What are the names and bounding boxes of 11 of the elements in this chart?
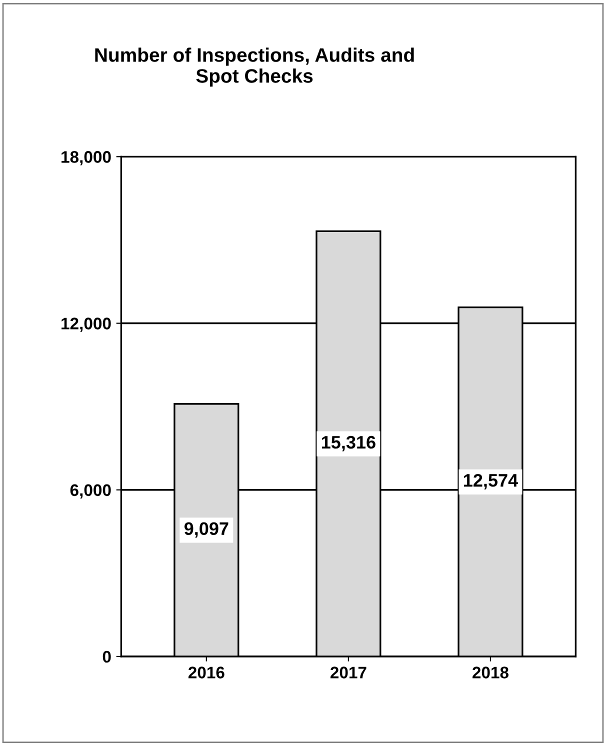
y-tick-label: 18,000 bbox=[62, 151, 111, 166]
x-tick-label: 2018 bbox=[472, 666, 509, 678]
chart-title: Number of Inspections, Audits and Spot Checks bbox=[95, 48, 414, 87]
data-label: 9,097 bbox=[184, 522, 228, 538]
data-label: 12,574 bbox=[464, 474, 518, 490]
data-label: 15,316 bbox=[322, 436, 376, 452]
y-tick-label: 0 bbox=[102, 650, 111, 663]
x-tick-label: 2016 bbox=[188, 666, 224, 678]
y-tick-label: 6,000 bbox=[70, 484, 111, 498]
y-tick-label: 12,000 bbox=[62, 318, 111, 332]
x-tick-label: 2017 bbox=[330, 666, 366, 678]
